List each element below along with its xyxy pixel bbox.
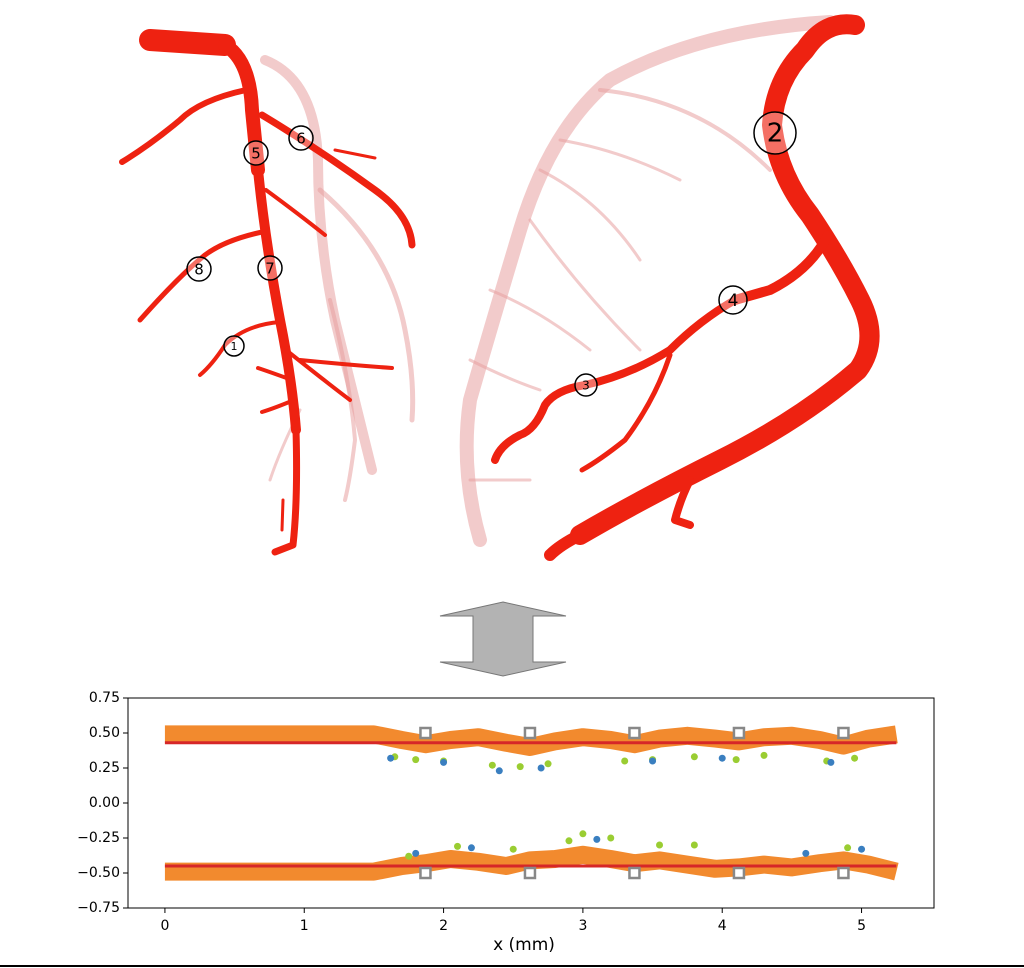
y-tick-label: 0.25	[89, 760, 120, 776]
y-tick-label: −0.25	[77, 830, 120, 846]
marker-label: 4	[728, 291, 739, 311]
x-tick-label: 1	[300, 918, 309, 934]
point	[858, 845, 866, 853]
marker-label: 5	[251, 145, 261, 163]
x-tick-label: 3	[578, 918, 587, 934]
point	[649, 757, 657, 765]
marker-circle	[574, 373, 598, 397]
point	[851, 754, 859, 762]
marker-circle	[243, 140, 269, 166]
point	[495, 767, 503, 775]
plot-area: 0 1 2 3 4 5 0.75 0.50 0.25 0.00 −0.25 −0.50 −0.75	[77, 690, 899, 934]
square-marker	[732, 866, 746, 880]
point	[440, 758, 448, 766]
y-tick-label: 0.75	[89, 690, 120, 706]
marker-circle	[223, 335, 245, 357]
vessel-markers	[186, 111, 797, 397]
point	[405, 852, 413, 860]
square-marker	[628, 726, 641, 740]
point	[387, 754, 395, 762]
point	[454, 842, 462, 850]
square-marker	[523, 866, 537, 880]
point	[516, 763, 524, 771]
vessel-illustration	[119, 14, 880, 561]
point	[565, 837, 573, 845]
marker-label: 3	[582, 379, 590, 393]
square-marker	[628, 866, 641, 880]
point	[593, 835, 601, 843]
point	[509, 845, 517, 853]
x-tick-label: 4	[718, 918, 727, 934]
square-marker	[837, 866, 850, 880]
marker-circle	[186, 256, 212, 282]
point	[718, 754, 726, 762]
square-marker	[523, 726, 537, 740]
marker-label: 2	[767, 119, 784, 149]
square-marker	[419, 866, 432, 880]
point	[537, 764, 545, 772]
marker-circle	[718, 285, 748, 315]
point	[760, 751, 768, 759]
marker-circle	[288, 125, 314, 151]
point	[732, 756, 740, 764]
double-arrow	[439, 601, 567, 677]
square-marker	[419, 726, 432, 740]
point	[690, 841, 698, 849]
point	[621, 757, 629, 765]
x-tick-label: 2	[439, 918, 448, 934]
marker-label: 6	[296, 130, 306, 148]
square-marker	[732, 726, 746, 740]
point	[412, 756, 420, 764]
point	[544, 760, 552, 768]
marker-label: 8	[194, 261, 204, 279]
point	[827, 758, 835, 766]
marker-circle	[753, 111, 797, 155]
square-marker	[837, 726, 850, 740]
marker-circle	[257, 255, 283, 281]
y-tick-label: 0.00	[89, 795, 120, 811]
marker-label: 7	[265, 260, 275, 278]
point	[844, 844, 852, 852]
series-line	[164, 725, 898, 756]
point	[690, 753, 698, 761]
point	[412, 849, 420, 857]
y-tick-label: −0.75	[77, 900, 120, 916]
x-tick-label: 0	[160, 918, 169, 934]
point	[488, 761, 496, 769]
point	[607, 834, 615, 842]
point	[802, 849, 810, 857]
x-tick-label: 5	[857, 918, 866, 934]
point	[579, 830, 587, 838]
point	[467, 844, 475, 852]
y-tick-label: 0.50	[89, 725, 120, 741]
x-axis-label: x (mm)	[493, 935, 555, 955]
y-tick-label: −0.50	[77, 865, 120, 881]
point	[656, 841, 664, 849]
marker-label: 1	[231, 340, 238, 353]
